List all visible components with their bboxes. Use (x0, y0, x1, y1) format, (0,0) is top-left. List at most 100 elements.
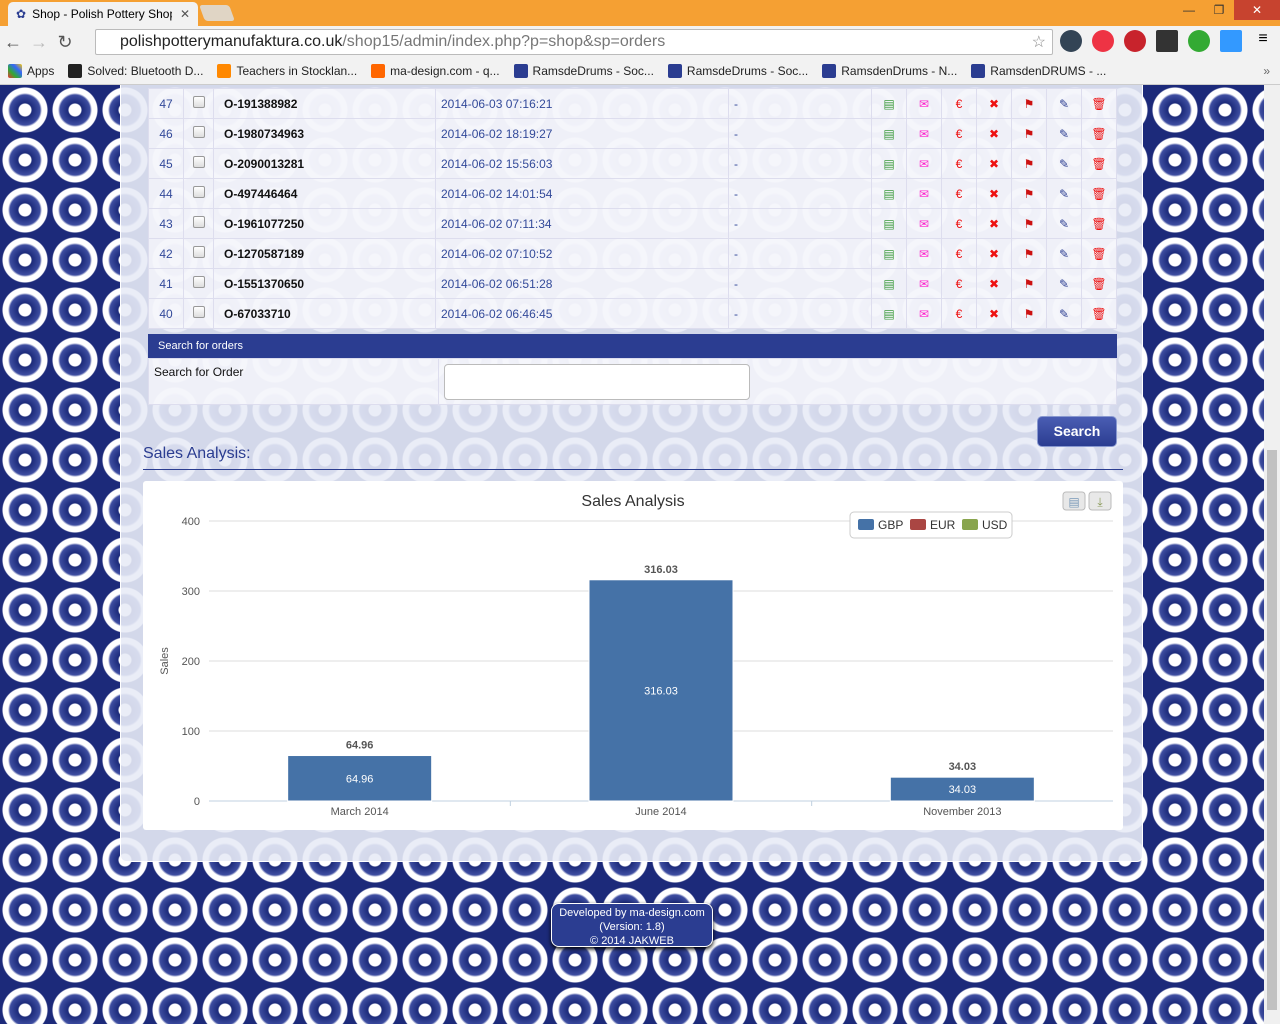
order-id[interactable]: 45 (148, 148, 184, 179)
order-id[interactable]: 40 (148, 298, 184, 329)
ups-icon[interactable]: ⚑ (1023, 126, 1035, 141)
euro-icon[interactable]: € (955, 276, 963, 291)
reload-icon[interactable]: ↻ (57, 31, 73, 52)
close-window-icon[interactable]: ✕ (1234, 0, 1280, 20)
maximize-icon[interactable]: ❐ (1213, 3, 1225, 17)
cancel-icon[interactable]: ✖ (988, 276, 1000, 291)
invoice-icon[interactable]: ▤ (883, 186, 895, 201)
cancel-icon[interactable]: ✖ (988, 246, 1000, 261)
bar-gbp[interactable] (889, 776, 1035, 802)
forward-icon[interactable]: → (30, 31, 48, 52)
ups-icon[interactable]: ⚑ (1023, 216, 1035, 231)
order-id[interactable]: 44 (148, 178, 184, 209)
address-bar[interactable]: polishpotterymanufaktura.co.uk/shop15/ad… (95, 29, 1053, 55)
order-id[interactable]: 47 (148, 88, 184, 119)
download-icon[interactable] (1088, 491, 1112, 511)
euro-icon[interactable]: € (955, 306, 963, 321)
ups-icon[interactable]: ⚑ (1023, 96, 1035, 111)
euro-icon[interactable]: € (955, 246, 963, 261)
row-checkbox[interactable] (192, 186, 205, 198)
invoice-icon[interactable]: ▤ (883, 126, 895, 141)
order-id[interactable]: 41 (148, 268, 184, 299)
email-icon[interactable]: ✉ (918, 186, 930, 201)
row-checkbox[interactable] (192, 276, 205, 288)
browser-tab[interactable]: ✿ Shop - Polish Pottery Shop ✕ (8, 2, 198, 26)
euro-icon[interactable]: € (955, 216, 963, 231)
invoice-icon[interactable]: ▤ (883, 276, 895, 291)
row-checkbox[interactable] (192, 216, 205, 228)
delete-trash-icon[interactable]: 🗑 (1091, 246, 1107, 261)
extension-icon[interactable] (1092, 30, 1114, 52)
bookmark[interactable]: RamsdenDRUMS - ... (971, 64, 1106, 78)
email-icon[interactable]: ✉ (918, 306, 930, 321)
edit-pencil-icon[interactable]: ✎ (1058, 156, 1070, 171)
more-bookmarks-button[interactable]: » (1263, 64, 1270, 78)
euro-icon[interactable]: € (955, 96, 963, 111)
menu-icon[interactable]: ≡ (1258, 30, 1268, 47)
row-checkbox[interactable] (192, 306, 205, 318)
cancel-icon[interactable]: ✖ (988, 186, 1000, 201)
scrollbar-thumb[interactable] (1267, 450, 1277, 1010)
bar-gbp[interactable] (588, 579, 734, 802)
order-id[interactable]: 46 (148, 118, 184, 149)
bookmark[interactable]: RamsdeDrums - Soc... (667, 64, 808, 78)
cancel-icon[interactable]: ✖ (988, 156, 1000, 171)
delete-trash-icon[interactable]: 🗑 (1091, 306, 1107, 321)
delete-trash-icon[interactable]: 🗑 (1091, 96, 1107, 111)
legend-item[interactable]: GBP (878, 518, 903, 532)
edit-pencil-icon[interactable]: ✎ (1058, 276, 1070, 291)
star-icon[interactable]: ☆ (1031, 34, 1046, 51)
close-tab-icon[interactable]: ✕ (179, 7, 190, 21)
ups-icon[interactable]: ⚑ (1023, 276, 1035, 291)
cancel-icon[interactable]: ✖ (988, 96, 1000, 111)
bookmark[interactable]: RamsdenDrums - N... (822, 64, 957, 78)
edit-pencil-icon[interactable]: ✎ (1058, 126, 1070, 141)
bookmark[interactable]: Teachers in Stocklan... (217, 64, 357, 78)
bookmark[interactable]: ma-design.com - q... (371, 64, 500, 78)
email-icon[interactable]: ✉ (918, 156, 930, 171)
ups-icon[interactable]: ⚑ (1023, 156, 1035, 171)
euro-icon[interactable]: € (955, 126, 963, 141)
euro-icon[interactable]: € (955, 156, 963, 171)
edit-pencil-icon[interactable]: ✎ (1058, 216, 1070, 231)
delete-trash-icon[interactable]: 🗑 (1091, 156, 1107, 171)
ups-icon[interactable]: ⚑ (1023, 186, 1035, 201)
legend-swatch[interactable] (962, 519, 978, 530)
email-icon[interactable]: ✉ (918, 126, 930, 141)
order-id[interactable]: 42 (148, 238, 184, 269)
edit-pencil-icon[interactable]: ✎ (1058, 306, 1070, 321)
email-icon[interactable]: ✉ (918, 276, 930, 291)
delete-trash-icon[interactable]: 🗑 (1091, 276, 1107, 291)
delete-trash-icon[interactable]: 🗑 (1091, 126, 1107, 141)
row-checkbox[interactable] (192, 126, 205, 138)
legend-swatch[interactable] (858, 519, 874, 530)
email-icon[interactable]: ✉ (918, 96, 930, 111)
cancel-icon[interactable]: ✖ (988, 126, 1000, 141)
search-button[interactable]: Search (1037, 416, 1117, 447)
pinterest-icon[interactable] (1124, 30, 1146, 52)
bookmark[interactable]: Apps (8, 64, 54, 78)
delete-trash-icon[interactable]: 🗑 (1091, 186, 1107, 201)
invoice-icon[interactable]: ▤ (883, 96, 895, 111)
invoice-icon[interactable]: ▤ (883, 216, 895, 231)
cancel-icon[interactable]: ✖ (988, 306, 1000, 321)
edit-pencil-icon[interactable]: ✎ (1058, 246, 1070, 261)
row-checkbox[interactable] (192, 96, 205, 108)
legend-item[interactable]: USD (982, 518, 1008, 532)
ups-icon[interactable]: ⚑ (1023, 306, 1035, 321)
search-order-input[interactable] (444, 364, 750, 400)
euro-icon[interactable]: € (955, 186, 963, 201)
email-icon[interactable]: ✉ (918, 216, 930, 231)
legend-swatch[interactable] (910, 519, 926, 530)
new-tab-button[interactable] (199, 5, 235, 21)
row-checkbox[interactable] (192, 156, 205, 168)
bookmark[interactable]: RamsdeDrums - Soc... (513, 64, 654, 78)
invoice-icon[interactable]: ▤ (883, 156, 895, 171)
edit-pencil-icon[interactable]: ✎ (1058, 186, 1070, 201)
buffer-icon[interactable] (1156, 30, 1178, 52)
edit-pencil-icon[interactable]: ✎ (1058, 96, 1070, 111)
extension-icon[interactable] (1220, 30, 1242, 52)
legend-item[interactable]: EUR (930, 518, 956, 532)
delete-trash-icon[interactable]: 🗑 (1091, 216, 1107, 231)
row-checkbox[interactable] (192, 246, 205, 258)
